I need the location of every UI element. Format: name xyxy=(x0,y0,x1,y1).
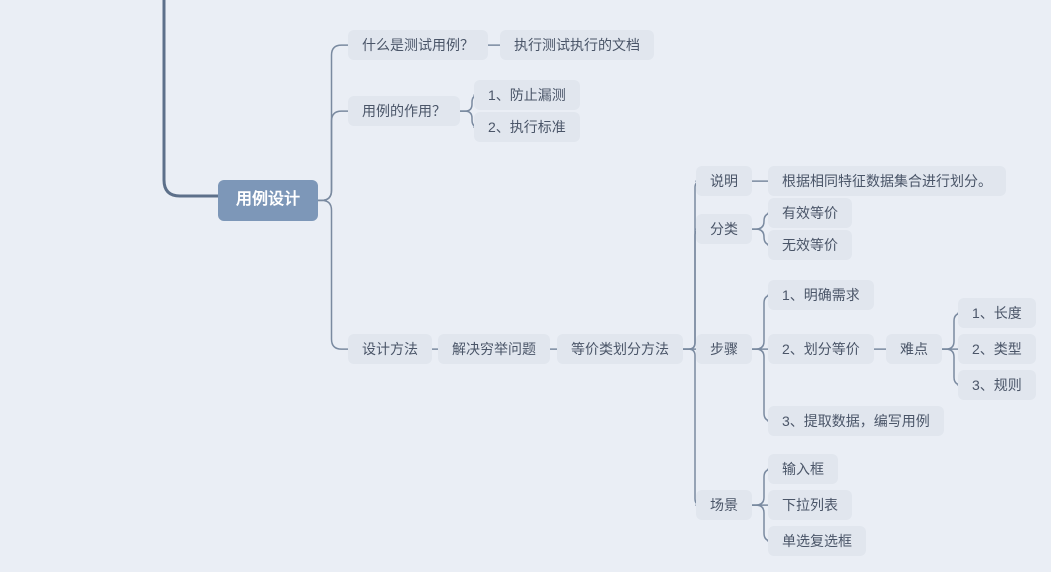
mindmap-node-q2a[interactable]: 1、防止漏测 xyxy=(474,80,580,110)
connector xyxy=(318,200,348,349)
mindmap-node-m[interactable]: 设计方法 xyxy=(348,334,432,364)
mindmap-node-q2[interactable]: 用例的作用？ xyxy=(348,96,460,126)
mindmap-node-s[interactable]: 说明 xyxy=(696,166,752,196)
mindmap-node-sc[interactable]: 场景 xyxy=(696,490,752,520)
mindmap-canvas: 用例设计 什么是测试用例？ 执行测试执行的文档用例的作用？ 1、防止漏测2、执行标准设… xyxy=(0,0,1051,572)
mindmap-node-p2[interactable]: 2、划分等价 xyxy=(768,334,874,364)
mindmap-node-root[interactable]: 用例设计 xyxy=(218,180,318,221)
connector xyxy=(683,349,702,505)
connector xyxy=(683,229,702,349)
mindmap-node-d2[interactable]: 2、类型 xyxy=(958,334,1036,364)
mindmap-node-p1[interactable]: 1、明确需求 xyxy=(768,280,874,310)
connector xyxy=(318,45,348,200)
mindmap-node-sc3[interactable]: 单选复选框 xyxy=(768,526,866,556)
connector xyxy=(318,111,348,200)
mindmap-node-q1a[interactable]: 执行测试执行的文档 xyxy=(500,30,654,60)
mindmap-node-d3[interactable]: 3、规则 xyxy=(958,370,1036,400)
mindmap-node-sa[interactable]: 根据相同特征数据集合进行划分。 xyxy=(768,166,1006,196)
mindmap-node-q1[interactable]: 什么是测试用例？ xyxy=(348,30,488,60)
mindmap-node-p[interactable]: 步骤 xyxy=(696,334,752,364)
mindmap-node-d1[interactable]: 1、长度 xyxy=(958,298,1036,328)
mindmap-node-c[interactable]: 分类 xyxy=(696,214,752,244)
mindmap-node-sc1[interactable]: 输入框 xyxy=(768,454,838,484)
mindmap-node-c2[interactable]: 无效等价 xyxy=(768,230,852,260)
mindmap-node-p3[interactable]: 3、提取数据，编写用例 xyxy=(768,406,944,436)
mindmap-node-q2b[interactable]: 2、执行标准 xyxy=(474,112,580,142)
mindmap-node-sc2[interactable]: 下拉列表 xyxy=(768,490,852,520)
mindmap-node-m1[interactable]: 解决穷举问题 xyxy=(438,334,550,364)
mindmap-node-m2[interactable]: 等价类划分方法 xyxy=(557,334,683,364)
mindmap-node-d[interactable]: 难点 xyxy=(886,334,942,364)
connector xyxy=(683,181,702,349)
mindmap-node-c1[interactable]: 有效等价 xyxy=(768,198,852,228)
